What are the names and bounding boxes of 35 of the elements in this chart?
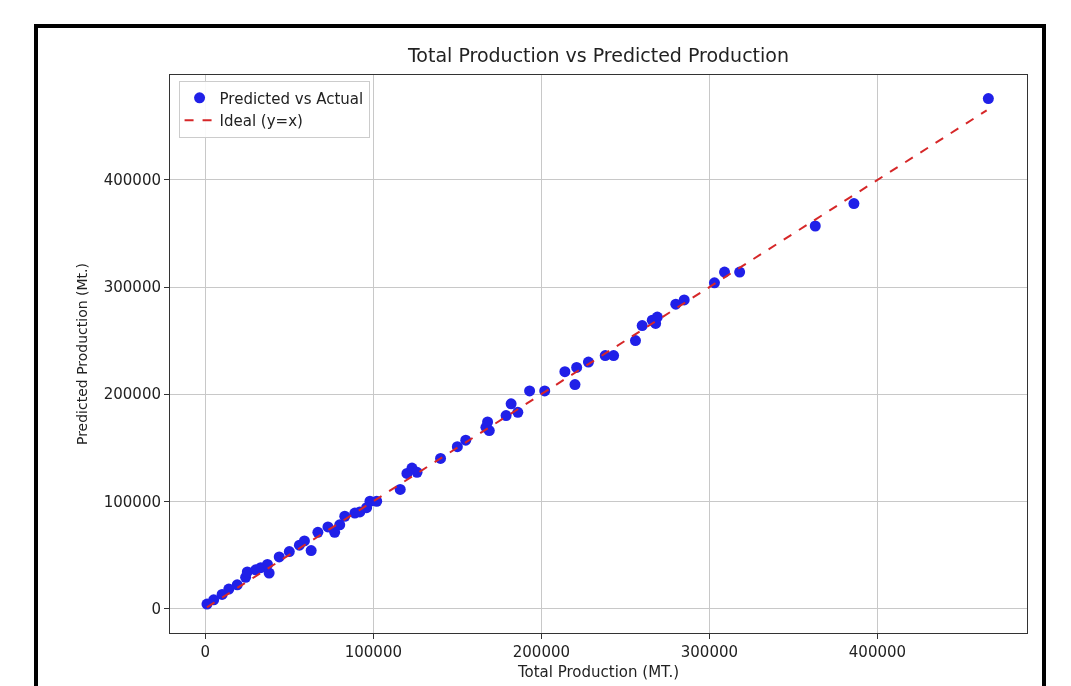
x-tick-label: 0 [200, 643, 211, 661]
point [394, 483, 406, 495]
x-tick-label: 400000 [848, 643, 907, 661]
point [651, 311, 663, 323]
point [283, 546, 295, 558]
point [629, 335, 641, 347]
point [559, 366, 571, 378]
point [273, 551, 285, 563]
point [305, 545, 317, 557]
point [982, 93, 994, 105]
point [734, 266, 746, 278]
y-axis-title: Predicted Production (Mt.) [74, 262, 91, 446]
point [608, 350, 620, 362]
chart-title: Total Production vs Predicted Production [406, 43, 790, 66]
x-tick-label: 200000 [512, 643, 570, 661]
point [500, 410, 512, 422]
y-tick-label: 100000 [103, 492, 161, 511]
point [524, 385, 536, 397]
point [848, 198, 860, 210]
point [809, 220, 821, 232]
point [636, 320, 648, 332]
y-tick-label: 300000 [103, 278, 161, 297]
point [298, 535, 310, 547]
y-tick-label: 0 [151, 599, 161, 618]
x-tick-label: 100000 [344, 643, 402, 661]
legend-label: Ideal (y=x) [219, 112, 303, 131]
point [571, 361, 583, 373]
point [411, 466, 423, 478]
x-tick-label: 300000 [680, 643, 739, 661]
y-tick-label: 400000 [103, 171, 161, 190]
point [569, 379, 581, 391]
point [505, 398, 517, 410]
y-tick-label: 200000 [103, 385, 161, 404]
legend-label: Predicted vs Actual [219, 89, 364, 108]
x-axis-title: Total Production (MT.) [516, 663, 680, 681]
